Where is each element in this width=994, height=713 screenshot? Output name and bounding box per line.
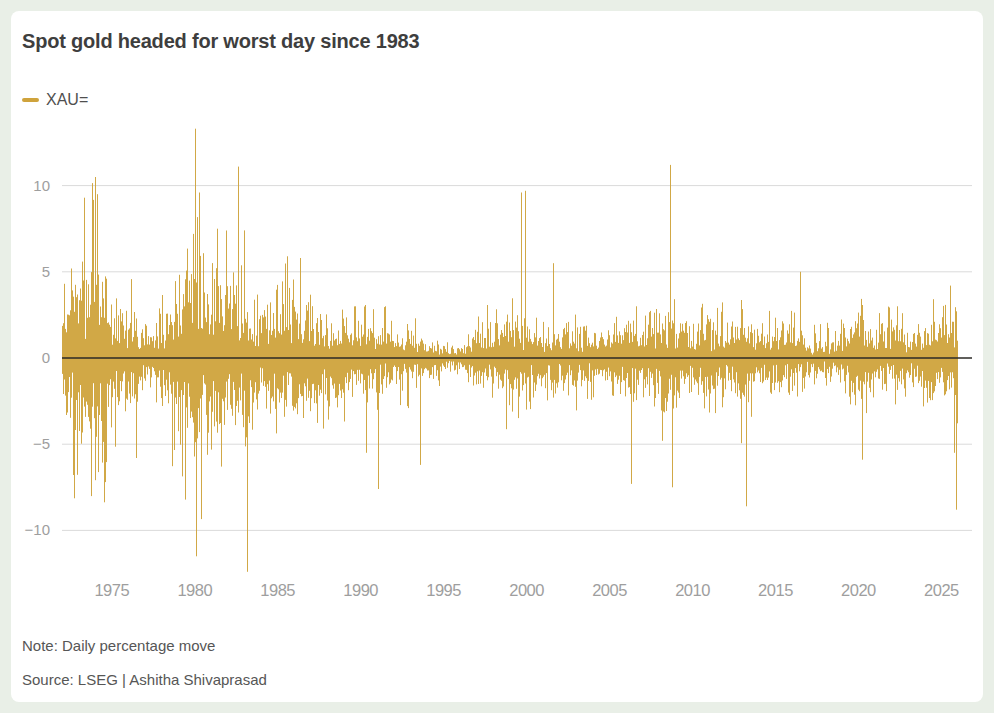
svg-text:2025: 2025 <box>924 581 959 599</box>
svg-text:2020: 2020 <box>841 581 876 599</box>
daily-move-chart[interactable]: 10 5 0 −5 −10 1975 1980 1985 1990 1995 2000 2005 201… <box>11 11 983 702</box>
note-text: Note: Daily percentage move <box>22 637 215 654</box>
chart-card: 10 5 0 −5 −10 1975 1980 1985 1990 1995 2000 2005 201… <box>11 11 983 702</box>
legend-item[interactable]: XAU= <box>22 91 88 109</box>
svg-text:1975: 1975 <box>94 581 129 599</box>
page-background: 10 5 0 −5 −10 1975 1980 1985 1990 1995 2000 2005 201… <box>0 0 994 713</box>
source-text: Source: LSEG | Ashitha Shivaprasad <box>22 671 267 688</box>
svg-text:1995: 1995 <box>426 581 461 599</box>
svg-text:1985: 1985 <box>260 581 295 599</box>
svg-text:−10: −10 <box>25 521 50 538</box>
svg-text:5: 5 <box>42 263 50 280</box>
svg-text:2000: 2000 <box>509 581 544 599</box>
svg-text:0: 0 <box>42 349 50 366</box>
page-title: Spot gold headed for worst day since 198… <box>22 30 419 53</box>
svg-text:2005: 2005 <box>592 581 627 599</box>
svg-text:10: 10 <box>33 177 50 194</box>
svg-text:1990: 1990 <box>343 581 378 599</box>
svg-text:2015: 2015 <box>758 581 793 599</box>
svg-text:1980: 1980 <box>177 581 212 599</box>
svg-text:2010: 2010 <box>675 581 710 599</box>
series-label: XAU= <box>46 91 88 109</box>
svg-text:−5: −5 <box>33 435 50 452</box>
series-swatch-icon <box>22 98 39 102</box>
